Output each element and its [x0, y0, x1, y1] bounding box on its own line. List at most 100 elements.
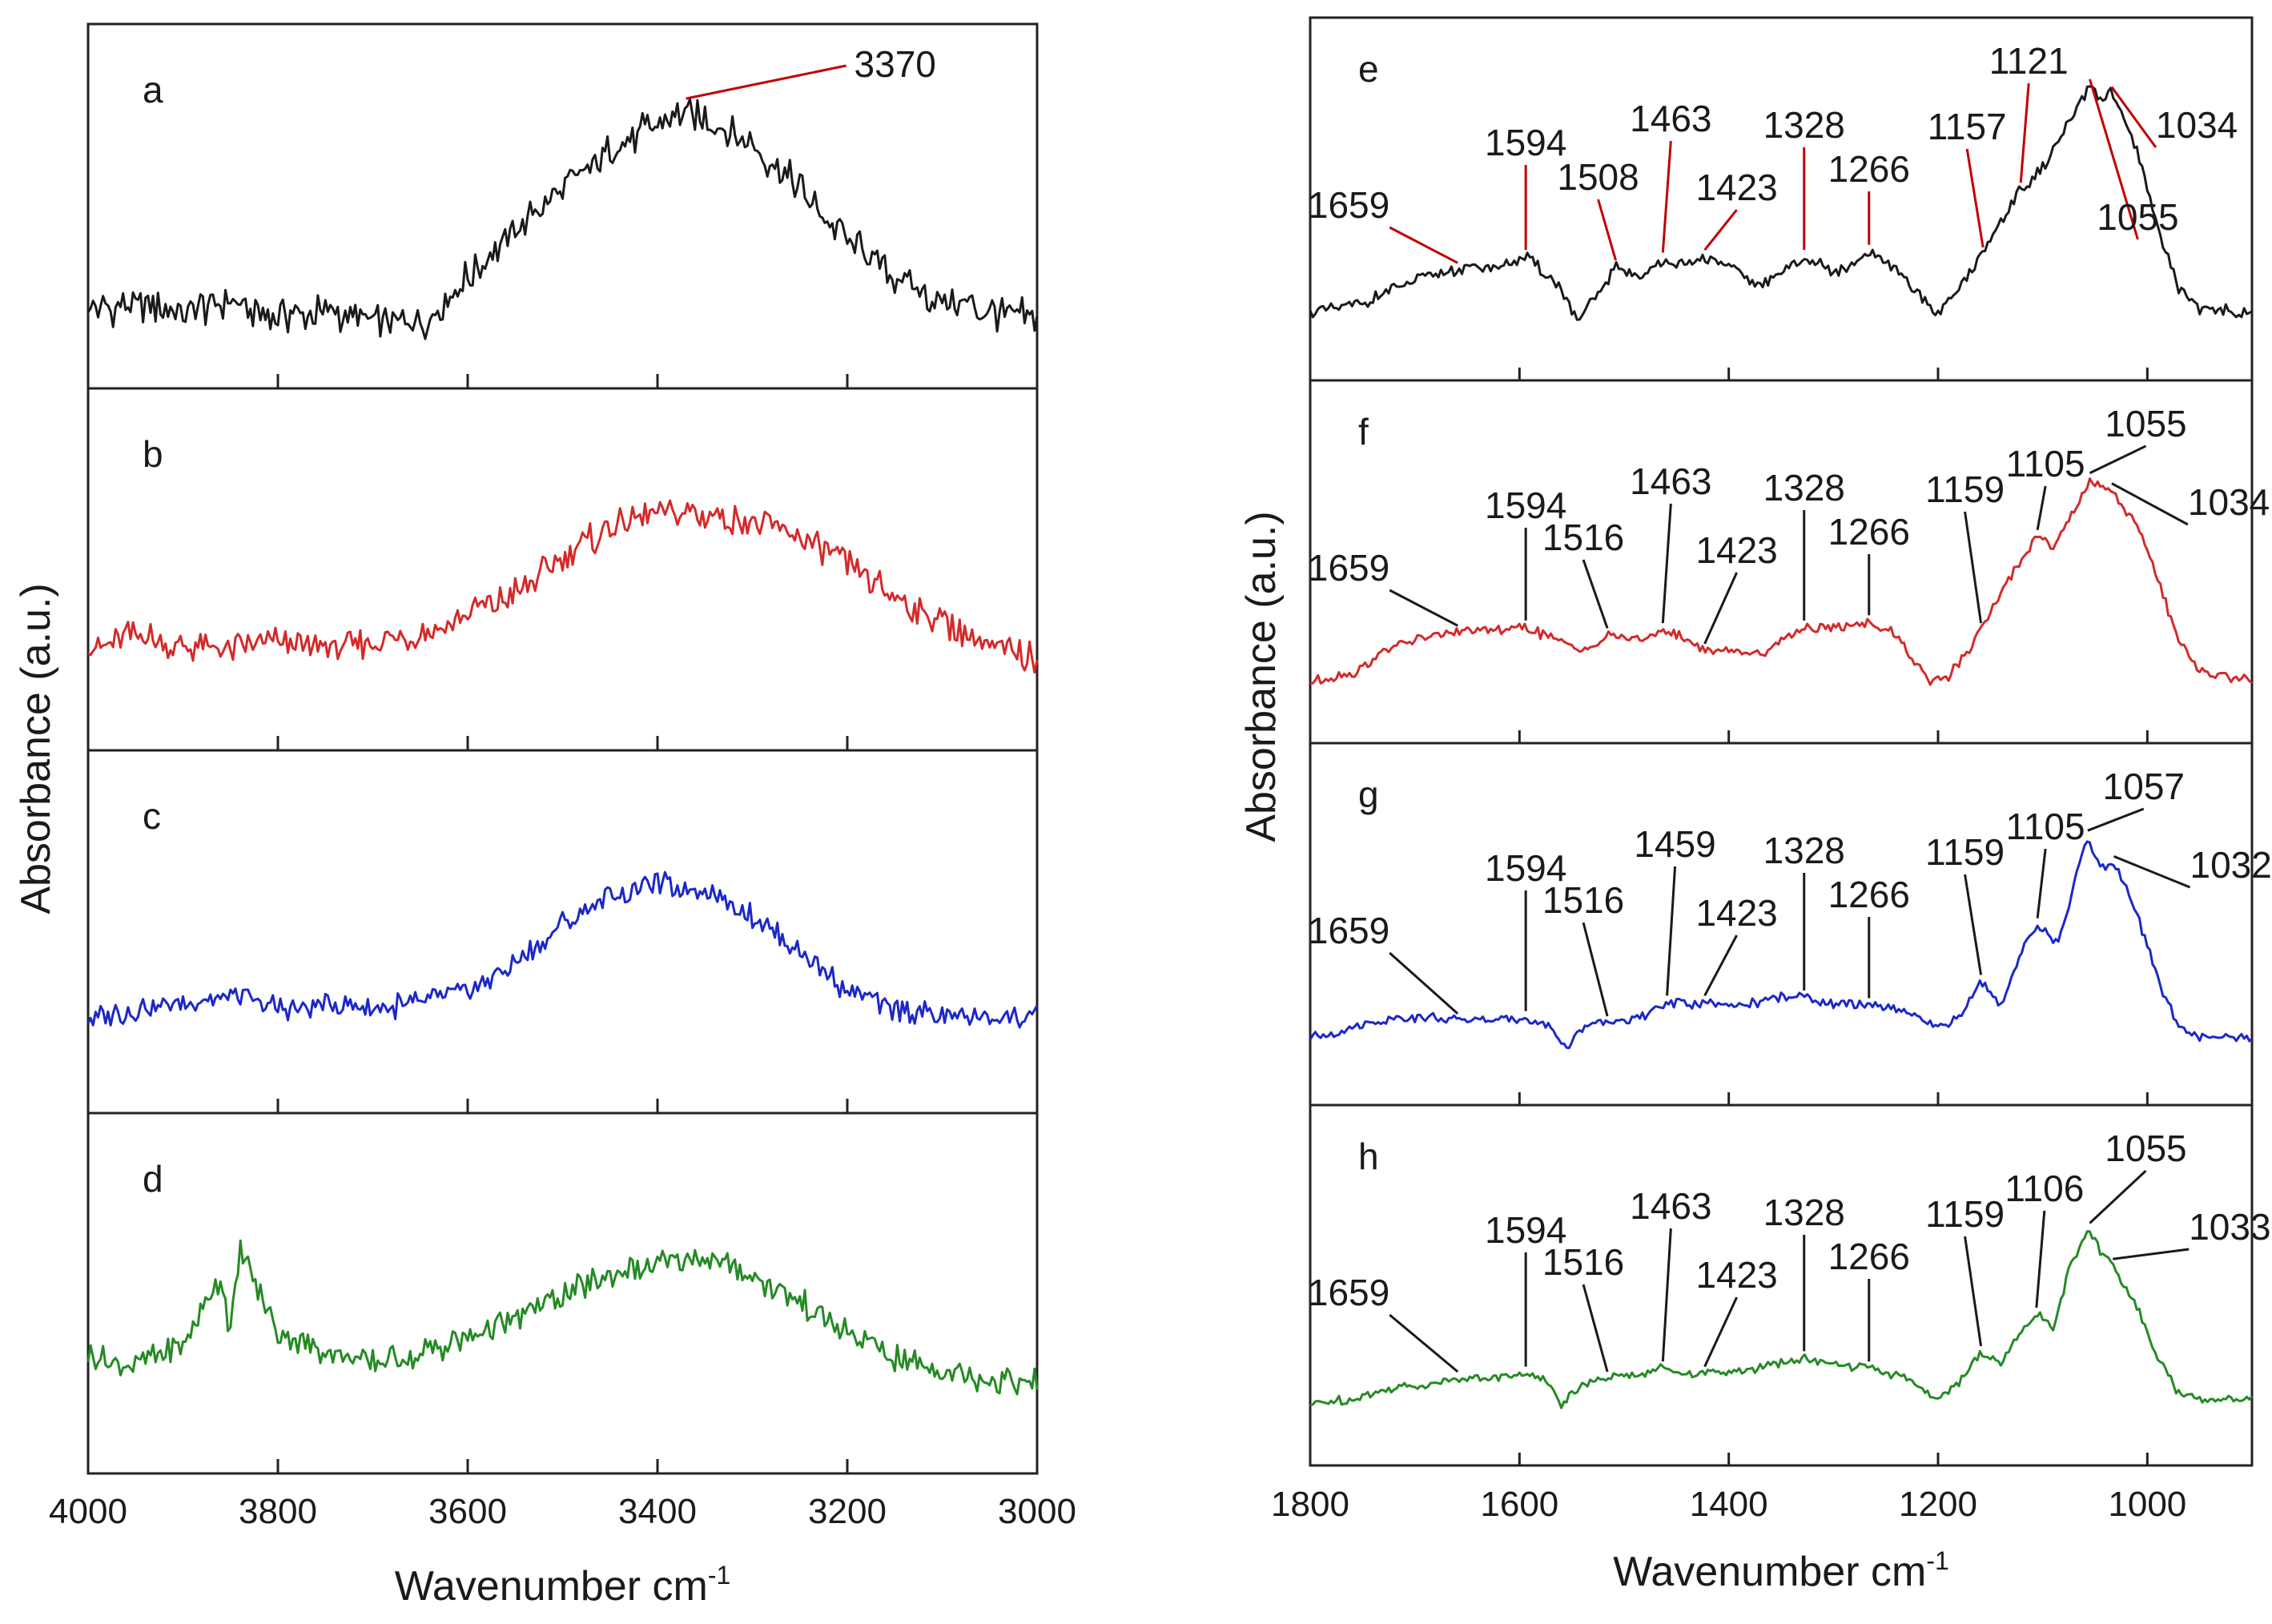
- panel-e-letter: e: [1358, 48, 1379, 90]
- peak-g-1516-leader: [1582, 922, 1609, 1017]
- peak-f-1105-label: 1105: [2006, 443, 2085, 484]
- left-x-tick-label: 3000: [998, 1492, 1076, 1531]
- left-x-tick-label: 3800: [239, 1492, 317, 1531]
- peak-h-1423-label: 1423: [1695, 1254, 1777, 1296]
- right-x-axis-label-text: Wavenumber cm: [1613, 1549, 1926, 1595]
- left-x-tick-label: 3200: [808, 1492, 887, 1531]
- peak-g-1459-label: 1459: [1634, 823, 1715, 865]
- left-x-axis-label-text: Wavenumber cm: [395, 1563, 708, 1610]
- peak-e-1055-leader: [2089, 78, 2139, 240]
- peak-f-1159-label: 1159: [1925, 468, 2005, 510]
- peak-e-1659-leader: [1389, 226, 1458, 264]
- panel-c-letter: c: [143, 795, 161, 837]
- peak-g-1594-label: 1594: [1485, 847, 1566, 889]
- peak-h-1659-label: 1659: [1308, 1272, 1389, 1313]
- spectrum-a: [86, 98, 1039, 340]
- right-x-tick-label: 1000: [2108, 1485, 2186, 1524]
- peak-g-1328-label: 1328: [1763, 830, 1845, 871]
- spectrum-b: [87, 499, 1039, 674]
- peak-e-1121-label: 1121: [1989, 40, 2069, 82]
- right-x-axis-label-sup: -1: [1926, 1546, 1948, 1575]
- panel-d-frame: [86, 1111, 1039, 1475]
- left-y-axis-label: Absorbance (a.u.): [13, 583, 59, 914]
- peak-e-1055-label: 1055: [2097, 196, 2178, 238]
- peak-f-1055-label: 1055: [2105, 403, 2186, 444]
- left-chart: a 3370 b c d 4000 3800 3600 3400 3200 3000 Wavenumb…: [13, 22, 1076, 1610]
- peak-g-1516-label: 1516: [1542, 879, 1624, 921]
- right-x-tick-label: 1400: [1690, 1485, 1768, 1524]
- peak-e-1328-label: 1328: [1763, 104, 1845, 146]
- peak-f-1463-label: 1463: [1630, 460, 1711, 502]
- spectrum-d: [86, 1239, 1039, 1396]
- peak-h-1328-label: 1328: [1763, 1192, 1845, 1233]
- panel-d: d: [86, 1111, 1039, 1475]
- peak-g-1105-label: 1105: [2006, 806, 2085, 847]
- peak-f-1105-leader: [2036, 485, 2047, 531]
- peak-e-1594-label: 1594: [1485, 122, 1566, 163]
- peak-g-1159-leader: [1964, 874, 1983, 975]
- peak-h-1033-leader: [2113, 1248, 2190, 1260]
- spectrum-f: [1309, 477, 2253, 686]
- peak-h-1516-label: 1516: [1542, 1241, 1624, 1283]
- peak-f-1034-leader: [2111, 482, 2189, 526]
- peak-a-3370-label: 3370: [855, 43, 936, 85]
- peak-a-3370-leader: [686, 64, 846, 100]
- panel-g-letter: g: [1358, 774, 1379, 815]
- right-y-axis-label: Absorbance (a.u.): [1238, 511, 1285, 842]
- peak-f-1594-label: 1594: [1485, 484, 1566, 526]
- peak-e-1463-label: 1463: [1630, 98, 1711, 139]
- peak-h-1423-leader: [1703, 1296, 1738, 1368]
- panel-d-letter: d: [143, 1158, 163, 1200]
- spectrum-h: [1309, 1230, 2254, 1409]
- peak-g-1032-label: 1032: [2190, 844, 2272, 886]
- peak-h-1266-label: 1266: [1828, 1236, 1910, 1277]
- left-x-tick-label: 4000: [49, 1492, 127, 1531]
- left-x-tick-label: 3600: [428, 1492, 507, 1531]
- panel-b-letter: b: [143, 433, 163, 475]
- left-x-tick-label: 3400: [618, 1492, 697, 1531]
- peak-h-1159-leader: [1964, 1236, 1983, 1347]
- peak-f-1516-label: 1516: [1542, 517, 1624, 558]
- peak-f-1034-label: 1034: [2188, 481, 2270, 523]
- peak-e-1463-leader: [1661, 140, 1672, 253]
- peak-h-1033-label: 1033: [2189, 1206, 2270, 1248]
- peak-h-1106-leader: [2035, 1210, 2046, 1308]
- peak-e-1157-label: 1157: [1928, 106, 2007, 147]
- peak-f-1659-leader: [1389, 589, 1458, 627]
- spectrum-g: [1309, 840, 2253, 1050]
- panel-f-letter: f: [1358, 411, 1369, 452]
- peak-g-1423-label: 1423: [1695, 892, 1777, 934]
- peak-h-1463-label: 1463: [1630, 1185, 1711, 1227]
- right-x-axis-label: Wavenumber cm-1: [1613, 1546, 1949, 1595]
- spectrum-e: [1309, 85, 2253, 321]
- peak-f-1328-label: 1328: [1763, 467, 1845, 509]
- peak-g-1423-leader: [1703, 935, 1738, 996]
- right-x-tick-label: 1800: [1271, 1485, 1349, 1524]
- peak-g-1057-label: 1057: [2103, 766, 2185, 807]
- right-chart: 1659159415081463142313281266115711211055…: [1238, 16, 2272, 1595]
- peak-h-1463-leader: [1661, 1228, 1672, 1362]
- peak-g-1659-leader: [1389, 951, 1459, 1015]
- spectrum-c: [86, 870, 1039, 1029]
- peak-f-1055-leader: [2089, 444, 2147, 475]
- peak-h-1659-leader: [1389, 1313, 1459, 1373]
- peak-h-1055-label: 1055: [2105, 1128, 2186, 1169]
- left-x-axis-label-sup: -1: [708, 1561, 730, 1590]
- peak-h-1594-label: 1594: [1485, 1209, 1566, 1251]
- peak-e-1423-label: 1423: [1695, 167, 1777, 208]
- peak-h-1159-label: 1159: [1925, 1193, 2005, 1235]
- panel-h-frame: [1309, 1103, 2254, 1467]
- peak-g-1032-leader: [2113, 855, 2191, 889]
- peak-f-1423-label: 1423: [1695, 529, 1777, 571]
- peak-h-1055-leader: [2089, 1169, 2147, 1224]
- peak-e-1423-leader: [1703, 209, 1738, 251]
- peak-e-1659-label: 1659: [1308, 184, 1389, 226]
- peak-g-1459-leader: [1666, 866, 1677, 996]
- right-x-tick-label: 1600: [1480, 1485, 1558, 1524]
- peak-e-1034-label: 1034: [2156, 104, 2238, 146]
- peak-e-1157-leader: [1965, 148, 1984, 248]
- peak-f-1659-label: 1659: [1308, 547, 1389, 589]
